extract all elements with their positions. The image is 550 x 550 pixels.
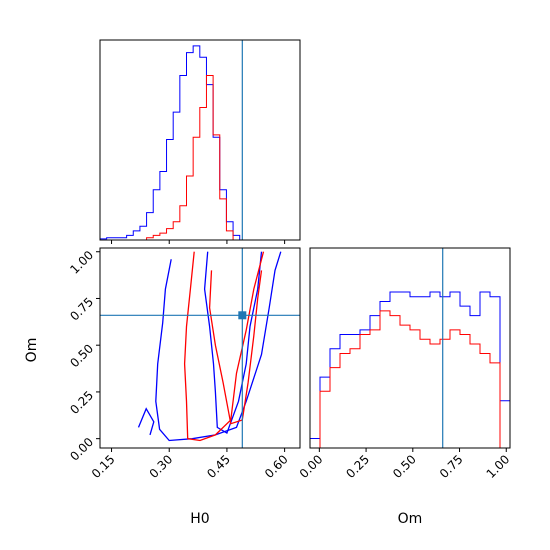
x-tick-label-h0-1: 0.30 (147, 452, 176, 481)
x-tick-label-om-4: 1.00 (484, 452, 513, 481)
contour-blue-2 (137, 407, 155, 436)
hist-h0-panel (99, 39, 301, 244)
contour-red-0 (183, 251, 265, 442)
hist-om-frame (309, 247, 511, 449)
hist-om-red-series (310, 310, 510, 449)
hist-h0-frame (99, 39, 301, 241)
y-axis-label-om: Om (24, 338, 40, 363)
y-tick-label-om-2: 0.50 (67, 341, 96, 370)
axis-labels: H0 Om Om (24, 338, 422, 527)
contour-blue-0 (155, 251, 282, 442)
y-tick-label-om-4: 1.00 (67, 248, 96, 277)
y-tick-label-om-1: 0.25 (67, 388, 96, 417)
truth-marker (238, 311, 247, 320)
hist-h0-red-series (100, 75, 240, 241)
x-tick-label-om-0: 0.00 (297, 452, 326, 481)
x-axis-label-om: Om (398, 511, 423, 527)
x-tick-label-om-3: 0.75 (437, 452, 466, 481)
y-tick-label-om-3: 0.75 (67, 295, 96, 324)
contour-blue-1 (203, 251, 263, 434)
contour-frame (99, 247, 301, 449)
contour-panel: 0.15 0.30 0.45 0.60 0.00 0.25 0.50 0.75 1.00 (67, 247, 301, 481)
y-tick-label-om-0: 0.00 (67, 435, 96, 464)
x-axis-label-h0: H0 (190, 511, 209, 527)
hist-om-blue-series (309, 291, 511, 448)
hist-h0-blue-series (99, 45, 241, 240)
contour-red-1 (208, 270, 263, 425)
x-tick-label-h0-0: 0.15 (89, 452, 118, 481)
x-tick-label-om-1: 0.25 (343, 452, 372, 481)
x-tick-label-h0-2: 0.45 (204, 452, 233, 481)
hist-om-panel: 0.00 0.25 0.50 0.75 1.00 (297, 247, 513, 481)
x-tick-label-h0-3: 0.60 (262, 452, 291, 481)
x-tick-label-om-2: 0.50 (390, 452, 419, 481)
